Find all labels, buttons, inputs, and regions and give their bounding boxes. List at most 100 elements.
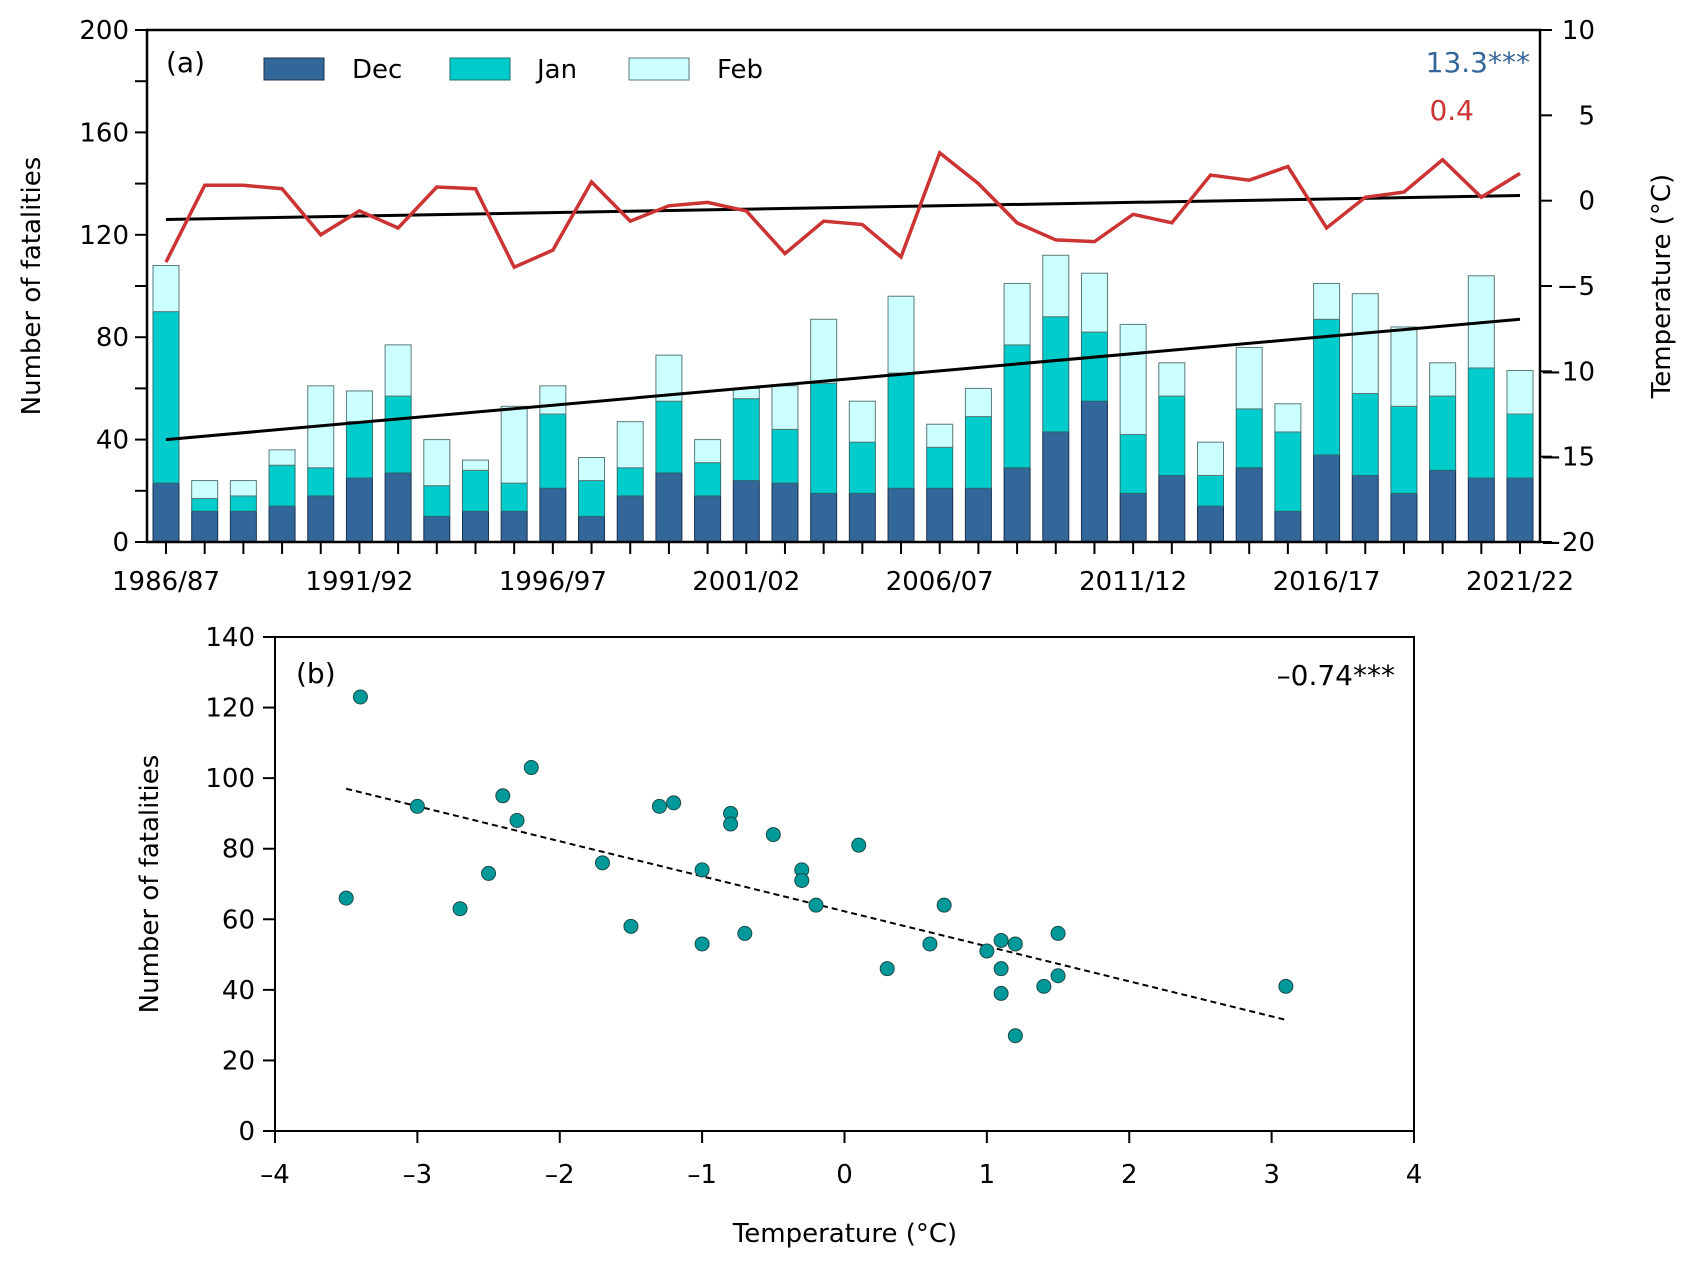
scatter-point <box>794 872 810 888</box>
y2-tick-label: 0 <box>1578 187 1595 217</box>
x-tick-label: 2006/07 <box>886 567 994 597</box>
bar-jan <box>191 497 219 512</box>
bar-jan <box>1235 408 1263 469</box>
bar-feb <box>1080 272 1108 333</box>
scatter-point <box>879 961 895 977</box>
bar-dec <box>1158 474 1186 543</box>
bar-dec <box>1351 474 1379 543</box>
bar-feb <box>1119 323 1147 435</box>
legend-label-dec: Dec <box>352 55 402 85</box>
bar-feb <box>229 480 257 497</box>
y-tick-label: 20 <box>222 1046 255 1076</box>
panel-b: 0 20 40 60 80 100 120 140 –4 –3 –2 –1 0 1 2 3 4 (b) –0.7… <box>135 623 1422 1249</box>
y-axis-title-right: Temperature (°C) <box>1647 174 1677 399</box>
bar-dec <box>1467 477 1495 543</box>
bar-jan <box>1467 367 1495 479</box>
bar-feb <box>848 400 876 443</box>
panel-b-label: (b) <box>296 657 336 690</box>
bar-feb <box>1390 326 1418 407</box>
bar-dec <box>1119 492 1147 543</box>
bar-dec <box>1390 492 1418 543</box>
y-tick-label: 120 <box>205 694 255 724</box>
scatter-point <box>523 760 539 776</box>
scatter-point <box>1050 968 1066 984</box>
scatter-point <box>723 816 739 832</box>
bar-feb <box>694 439 722 464</box>
bar-jan <box>578 480 606 517</box>
bar-dec <box>1506 477 1534 543</box>
bar-dec <box>423 515 451 543</box>
x-tick-label: –2 <box>545 1160 575 1190</box>
bar-feb <box>384 344 412 397</box>
y2-tick-label: −20 <box>1540 528 1595 558</box>
y-tick-label: 80 <box>96 323 129 353</box>
bar-dec <box>810 492 838 543</box>
panel-a: 0 40 80 120 160 200 −20 −15 −10 −5 0 5 10 1986/87 1991… <box>17 16 1677 597</box>
bar-dec <box>578 515 606 543</box>
bar-dec <box>616 495 644 543</box>
panel-a-label: (a) <box>166 46 205 79</box>
legend-swatch-dec <box>263 57 325 81</box>
scatter-point <box>623 918 639 934</box>
x-tick-label: 1 <box>979 1160 996 1190</box>
bar-feb <box>1351 293 1379 395</box>
bar-jan <box>616 467 644 497</box>
axes-group: 0 40 80 120 160 200 −20 −15 −10 −5 0 5 10 1986/87 1991… <box>79 16 1595 597</box>
bar-dec <box>500 510 528 543</box>
x-tick-label: 4 <box>1406 1160 1423 1190</box>
bar-dec <box>1313 454 1341 543</box>
x-tick-label: 2021/22 <box>1466 567 1574 597</box>
bar-jan <box>810 382 838 494</box>
bar-jan <box>384 395 412 474</box>
x-tick-label: –1 <box>687 1160 717 1190</box>
plot-frame <box>274 636 1415 1132</box>
scatter-point <box>694 936 710 952</box>
y-axis-title-left: Number of fatalities <box>17 157 47 416</box>
bar-dec <box>771 482 799 543</box>
bar-jan <box>732 398 760 482</box>
bar-feb <box>810 318 838 384</box>
bar-jan <box>1313 318 1341 456</box>
bar-feb <box>771 385 799 430</box>
bar-feb <box>578 457 606 482</box>
y-tick-label: 60 <box>222 905 255 935</box>
bar-feb <box>500 405 528 484</box>
bar-jan <box>1506 413 1534 479</box>
bar-dec <box>1429 469 1457 543</box>
scatter-point <box>1278 978 1294 994</box>
scatter-point <box>481 865 497 881</box>
bar-feb <box>345 390 373 423</box>
y2-tick-label: 5 <box>1578 101 1595 131</box>
bar-jan <box>1429 395 1457 471</box>
scatter-point <box>1007 936 1023 952</box>
scatter-point <box>338 890 354 906</box>
x-tick-label: 0 <box>836 1160 853 1190</box>
y2-tick-label: −5 <box>1557 272 1595 302</box>
fatality-trend-line <box>165 317 1521 442</box>
x-tick-label: 2 <box>1121 1160 1138 1190</box>
bar-jan <box>887 372 915 489</box>
bar-dec <box>1274 510 1302 543</box>
bar-feb <box>1235 346 1263 410</box>
temperature-line <box>164 150 1521 270</box>
bar-jan <box>1274 431 1302 512</box>
x-axis-title: Temperature (°C) <box>732 1219 957 1249</box>
y-tick-label: 40 <box>222 976 255 1006</box>
scatter-point <box>352 689 368 705</box>
y-tick-label: 140 <box>205 623 255 653</box>
bar-jan <box>229 495 257 512</box>
scatter-point <box>666 795 682 811</box>
y-tick-label: 80 <box>222 835 255 865</box>
scatter-point <box>993 932 1009 948</box>
scatter-point <box>979 943 995 959</box>
scatter-point <box>651 798 667 814</box>
bar-feb <box>539 385 567 415</box>
bar-jan <box>1351 393 1379 476</box>
bar-jan <box>461 469 489 512</box>
scatter-point <box>694 862 710 878</box>
legend-swatch-jan <box>449 57 511 81</box>
y-tick-label: 120 <box>79 221 129 251</box>
x-tick-label: 1996/97 <box>499 567 607 597</box>
scatter-point <box>1050 925 1066 941</box>
scatter-point <box>594 855 610 871</box>
